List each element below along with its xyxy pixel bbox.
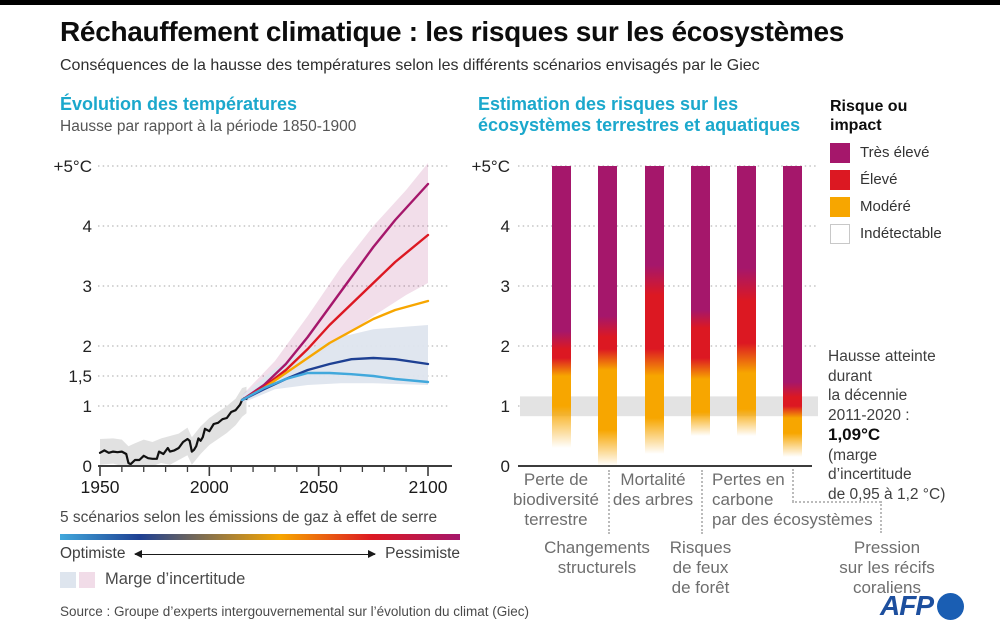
legend-swatch: [830, 142, 850, 163]
series-scenario-tres-optimiste: [240, 371, 430, 402]
legend-label: Très élevé: [860, 144, 930, 161]
legend-item-3: Modéré: [830, 196, 995, 217]
series-scenario-optimiste: [240, 356, 430, 402]
category-label-changements: Changements structurels: [544, 538, 650, 577]
page-title: Réchauffement climatique : les risques s…: [60, 16, 845, 47]
risk-chart-title: Estimation des risques sur les écosystèm…: [478, 94, 801, 135]
legend-label: Indétectable: [860, 225, 942, 242]
legend-swatch: [830, 169, 850, 190]
uncertainty-swatch-blue: [60, 571, 76, 588]
band-incertitude-historique: [100, 386, 247, 466]
category-label-biodiversite: Perte de biodiversité terrestre: [513, 470, 599, 529]
label-connector-vertical: [792, 469, 794, 502]
double-arrow: [134, 550, 376, 558]
y-tick-label-left: 2: [83, 337, 92, 356]
category-label-feux: Risques de feux de forêt: [669, 538, 732, 597]
risk-bar-2: [597, 166, 617, 466]
scenarios-caption: 5 scénarios selon les émissions de gaz à…: [60, 509, 438, 526]
legend-swatch: [830, 223, 850, 244]
afp-logo-globe-icon: [937, 592, 964, 620]
y-tick-label-left: 1: [83, 397, 92, 416]
y-tick-label-right: 3: [501, 277, 510, 296]
risk-legend: Risque ou impact Très élevé Élevé Modéré In…: [830, 97, 995, 244]
risk-bar-6: [782, 166, 802, 457]
temperature-chart-subtitle: Hausse par rapport à la période 1850-190…: [60, 118, 357, 135]
risk-bar-4: [690, 166, 710, 436]
decade-annotation: Hausse atteinte durant la décennie 2011-…: [828, 347, 988, 504]
y-tick-label-left: +5°C: [54, 157, 92, 176]
y-tick-label-left: 3: [83, 277, 92, 296]
risk-bar-3: [644, 166, 664, 454]
legend-label: Élevé: [860, 171, 898, 188]
y-tick-label-left: 1,5: [68, 367, 92, 386]
risk-bar-1: [551, 166, 571, 448]
legend-item-4: Indétectable: [830, 223, 995, 244]
optimiste-label: Optimiste: [60, 545, 126, 562]
source-credit: Source : Groupe d’experts intergouvernem…: [60, 604, 529, 619]
scenario-gradient-strip: [60, 534, 460, 540]
y-tick-label-left: 0: [83, 457, 92, 476]
pessimiste-label: Pessimiste: [385, 545, 460, 562]
legend-label: Modéré: [860, 198, 911, 215]
y-tick-label-right: 2: [501, 337, 510, 356]
legend-item-1: Très élevé: [830, 142, 995, 163]
x-tick-label: 2100: [409, 477, 448, 497]
optimiste-pessimiste-scale: Optimiste Pessimiste: [60, 545, 460, 563]
annotation-post: (marge d’incertitude de 0,95 à 1,2 °C): [828, 446, 946, 503]
y-tick-label-right: +5°C: [472, 157, 510, 176]
legend-item-2: Élevé: [830, 169, 995, 190]
afp-logo-text: AFP: [880, 590, 934, 621]
category-label-recifs: Pression sur les récifs coraliens: [839, 538, 935, 597]
band-incertitude-optimiste: [242, 325, 428, 403]
risk-legend-items: Très élevé Élevé Modéré Indétectable: [830, 142, 995, 244]
label-connector-vertical: [880, 501, 882, 533]
y-tick-label-right: 1: [501, 397, 510, 416]
risk-legend-title: Risque ou impact: [830, 98, 908, 134]
y-tick-label-left: 4: [83, 217, 92, 236]
series-scenario-intermediaire: [240, 299, 430, 402]
y-tick-label-right: 4: [501, 217, 510, 236]
annotation-value: 1,09°C: [828, 425, 881, 444]
x-tick-label: 2000: [190, 477, 229, 497]
x-tick-label: 2050: [299, 477, 338, 497]
band-incertitude-pessimiste: [242, 163, 428, 403]
page-subtitle: Conséquences de la hausse des températur…: [60, 57, 760, 74]
series-scenario-tres-pessimiste: [240, 182, 430, 402]
category-label-carbone: Pertes en carbone par des écosystèmes: [712, 470, 873, 529]
top-black-bar: [0, 0, 1000, 5]
series-observations: [98, 397, 248, 466]
risk-bar-5: [736, 166, 756, 436]
series-scenario-pessimiste: [240, 233, 430, 402]
temperature-chart-title: Évolution des températures: [60, 94, 298, 114]
label-connector-horizontal: [792, 501, 881, 503]
annotation-pre: Hausse atteinte durant la décennie 2011-…: [828, 348, 936, 424]
label-separator: [608, 470, 610, 534]
legend-swatch: [830, 196, 850, 217]
label-separator: [701, 470, 703, 534]
uncertainty-swatch-pink: [79, 571, 95, 588]
uncertainty-legend: Marge d’incertitude: [60, 570, 245, 589]
afp-logo: AFP: [880, 590, 964, 622]
category-label-mortalite: Mortalité des arbres: [612, 470, 694, 509]
uncertainty-label: Marge d’incertitude: [105, 570, 246, 588]
x-tick-label: 1950: [81, 477, 120, 497]
